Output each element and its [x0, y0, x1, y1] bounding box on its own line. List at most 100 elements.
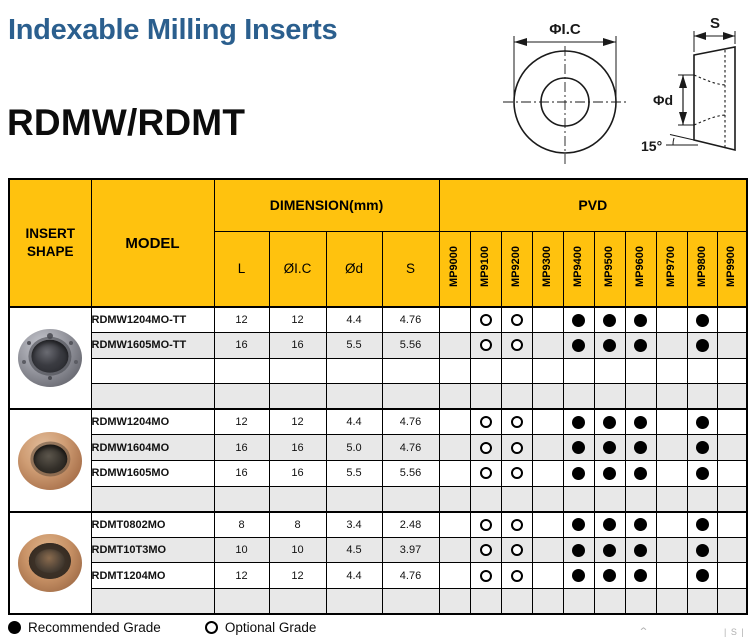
dimension-value-cell: [213, 357, 270, 385]
grade-cell: [716, 383, 748, 410]
col-header-insert-shape: INSERT SHAPE: [8, 178, 92, 308]
table-row: [9, 485, 748, 513]
grade-cell: [438, 536, 471, 564]
grade-cell: [655, 306, 688, 334]
col-header-pvd: PVD: [438, 178, 748, 232]
grade-cell: [469, 485, 502, 513]
grade-cell: [655, 588, 688, 615]
grade-cell: [531, 408, 564, 436]
grade-cell: [562, 408, 595, 436]
legend-optional-label: Optional Grade: [224, 620, 317, 635]
grade-cell: [624, 588, 657, 615]
col-header-dimension: DIMENSION(mm): [213, 178, 440, 232]
grade-cell: [500, 306, 533, 334]
insert-shape-cell: [8, 408, 92, 513]
grade-cell: [438, 588, 471, 615]
grade-cell: [686, 408, 718, 436]
grade-cell: [531, 357, 564, 385]
grade-cell: [593, 460, 626, 487]
dimension-value-cell: 12: [268, 306, 327, 334]
col-header-mp9600: MP9600: [634, 245, 646, 287]
model-cell: RDMW1204MO-TT: [90, 306, 215, 334]
grade-cell: [593, 588, 626, 615]
col-header-mp9400: MP9400: [572, 245, 584, 287]
front-view-drawing: ΦI.C: [503, 21, 627, 164]
grade-cell: [438, 408, 471, 436]
grade-cell: [686, 357, 718, 385]
grade-cell: [562, 588, 595, 615]
grade-cell: [469, 536, 502, 564]
grade-cell: [624, 562, 657, 590]
dimension-value-cell: 16: [213, 332, 270, 359]
dimension-value-cell: 5.0: [325, 434, 383, 462]
dimension-value-cell: 12: [213, 408, 270, 436]
grade-cell: [500, 460, 533, 487]
col-header-mp9500: MP9500: [603, 245, 615, 287]
grade-cell: [531, 306, 564, 334]
grade-cell: [686, 485, 718, 513]
table-header: INSERT SHAPE MODEL DIMENSION(mm) PVD L Ø…: [8, 178, 748, 308]
dimension-value-cell: 4.76: [381, 562, 440, 590]
grade-cell: [593, 332, 626, 359]
page-edge-caret-mark: ⌃: [638, 625, 650, 638]
grade-cell: [469, 588, 502, 615]
grade-cell: [655, 485, 688, 513]
model-cell: RDMT1204MO: [90, 562, 215, 590]
dimension-value-cell: [268, 588, 327, 615]
grade-cell: [716, 306, 748, 334]
grade-cell: [716, 562, 748, 590]
grade-cell: [716, 536, 748, 564]
grade-cell: [562, 332, 595, 359]
model-cell: [90, 383, 215, 410]
grade-cell: [500, 408, 533, 436]
arrowhead-left: [514, 38, 527, 46]
grade-cell: [624, 485, 657, 513]
table-row: [9, 357, 748, 385]
grade-cell: [624, 383, 657, 410]
page-title: Indexable Milling Inserts: [8, 14, 338, 46]
table-row: RDMW1204MO 12 12 4.4 4.76: [8, 408, 748, 513]
table-row: RDMW1605MO-TT 16 16 5.5 5.56: [9, 332, 748, 359]
grade-cell: [562, 562, 595, 590]
grade-cell: [655, 408, 688, 436]
dimension-value-cell: [268, 485, 327, 513]
grade-cell: [593, 408, 626, 436]
dimension-value-cell: 16: [268, 434, 327, 462]
grade-cell: [716, 408, 748, 436]
grade-cell: [469, 408, 502, 436]
dimension-value-cell: [325, 588, 383, 615]
dimension-value-cell: [213, 485, 270, 513]
grade-cell: [593, 383, 626, 410]
table-row: [9, 588, 748, 615]
legend-optional: Optional Grade: [204, 620, 317, 635]
spec-table: INSERT SHAPE MODEL DIMENSION(mm) PVD L Ø…: [8, 178, 749, 616]
grade-cell: [500, 383, 533, 410]
col-header-ic: ØI.C: [268, 230, 327, 308]
grade-cell: [593, 562, 626, 590]
dimension-value-cell: 12: [213, 306, 270, 334]
grade-cell: [562, 434, 595, 462]
grade-cell: [469, 511, 502, 538]
grade-cell: [655, 434, 688, 462]
grade-cell: [655, 332, 688, 359]
insert-hole: [29, 543, 72, 580]
table-row: RDMT10T3MO 10 10 4.5 3.97: [9, 536, 748, 564]
grade-cell: [562, 485, 595, 513]
dimension-value-cell: 4.76: [381, 306, 440, 334]
table-row: RDMW1605MO 16 16 5.5 5.56: [9, 460, 748, 487]
grade-cell: [562, 511, 595, 538]
arrowhead-right: [603, 38, 616, 46]
dimension-value-cell: [213, 588, 270, 615]
col-header-mp9200: MP9200: [510, 245, 522, 287]
grade-cell: [686, 434, 718, 462]
dimension-value-cell: [381, 588, 440, 615]
dimension-value-cell: [381, 485, 440, 513]
col-header-mp9100: MP9100: [479, 245, 491, 287]
grade-cell: [531, 536, 564, 564]
dimension-value-cell: [268, 383, 327, 410]
dimension-value-cell: 2.48: [381, 511, 440, 538]
page-edge-text-mark: | S |: [724, 627, 745, 637]
grade-cell: [686, 536, 718, 564]
grade-cell: [531, 511, 564, 538]
dimension-value-cell: 12: [268, 408, 327, 436]
